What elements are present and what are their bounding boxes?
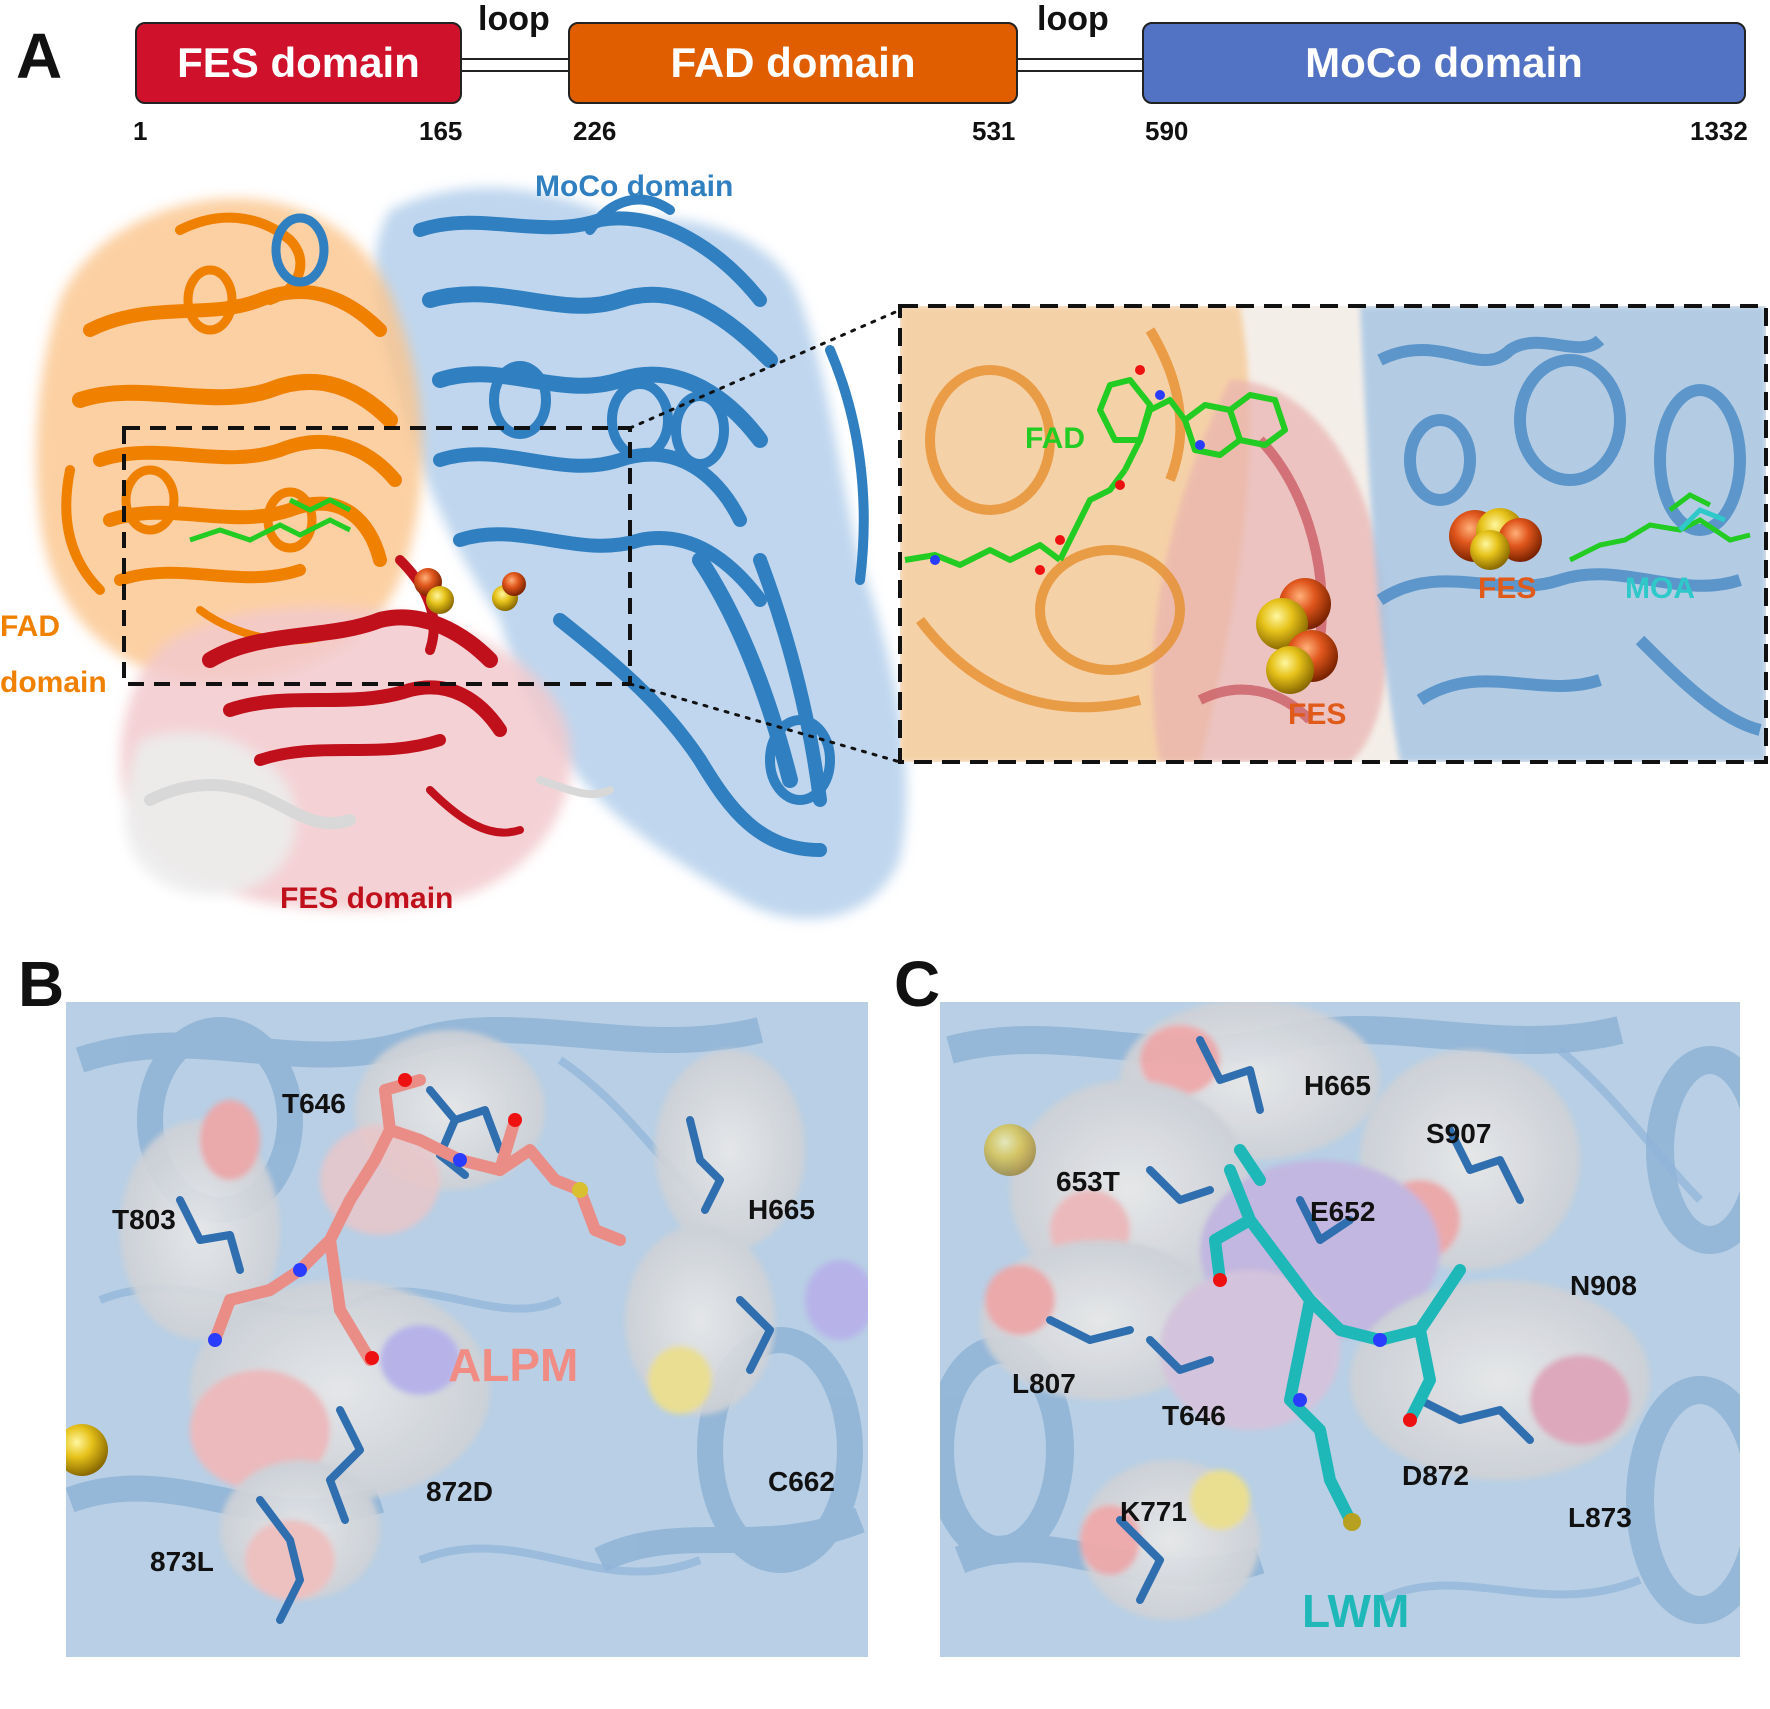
fad-domain-box-label: FAD domain <box>670 39 916 86</box>
panel-b-residue-873l: 873L <box>150 1546 214 1577</box>
inset-zoom-panel <box>898 304 1768 764</box>
moco-domain-box-label: MoCo domain <box>1305 39 1583 86</box>
moco-domain-ribbons <box>271 194 869 857</box>
panel-c-residue-n908: N908 <box>1570 1270 1637 1301</box>
panel-b-residue-t803: T803 <box>112 1204 176 1235</box>
panel-c-residue-h665: H665 <box>1304 1070 1371 1101</box>
inset-fes-left-label: FES <box>1288 698 1347 731</box>
panel-b-letter: B <box>18 948 65 1020</box>
panel-b-ligand-label: ALPM <box>448 1339 579 1391</box>
fad-ligand-overview <box>189 497 352 543</box>
panel-c-residue-653t: 653T <box>1056 1166 1120 1197</box>
panel-c-residue-d872: D872 <box>1402 1460 1469 1491</box>
panel-c-residue-s907: S907 <box>1426 1118 1492 1149</box>
fes-domain-ribbons <box>202 555 524 837</box>
fes-cluster-inset-left <box>1256 578 1338 694</box>
fad-domain-structure-label-line1: FAD <box>0 610 60 643</box>
panel-b-background <box>66 1002 868 1657</box>
fes-domain-box: FES domain <box>135 22 462 104</box>
inset-fad-label: FAD <box>1025 422 1085 455</box>
zoom-connector-bottom <box>628 682 902 764</box>
protein-surface-fad <box>36 198 423 682</box>
fad-domain-box: FAD domain <box>568 22 1018 104</box>
loop-connector-1 <box>460 58 570 72</box>
panel-c-residue-l873: L873 <box>1568 1502 1632 1533</box>
linker-ribbons <box>144 776 614 830</box>
panel-b-residue-c662: C662 <box>768 1466 835 1497</box>
tick-label-165: 165 <box>419 116 463 146</box>
moco-domain-box: MoCo domain <box>1142 22 1746 104</box>
tick-label-1332: 1332 <box>1690 116 1748 146</box>
loop-connector-2 <box>1015 58 1145 72</box>
fes-cluster-overview <box>414 568 526 614</box>
fad-domain-structure-label-line2: domain <box>0 666 107 699</box>
panel-c-ligand-label: LWM <box>1302 1585 1410 1637</box>
panel-c-residue-l807: L807 <box>1012 1368 1076 1399</box>
panel-c-residue-e652: E652 <box>1310 1196 1376 1227</box>
tick-label-1: 1 <box>133 116 148 146</box>
panel-b-residue-h665: H665 <box>748 1194 815 1225</box>
overview-selection-box <box>122 426 632 686</box>
panel-a-letter: A <box>16 20 63 92</box>
panel-b-residue-t646: T646 <box>282 1088 346 1119</box>
loop-label-1: loop <box>478 0 550 38</box>
fes-domain-box-label: FES domain <box>177 39 420 86</box>
zoom-connector-top <box>628 308 902 430</box>
tick-label-590: 590 <box>1145 116 1189 146</box>
inset-fes-right-label: FES <box>1478 572 1537 605</box>
fes-domain-structure-label: FES domain <box>280 882 454 915</box>
tick-label-531: 531 <box>972 116 1016 146</box>
protein-surface-fes <box>120 606 572 910</box>
moco-domain-structure-label: MoCo domain <box>535 170 734 203</box>
inset-moa-label: MOA <box>1625 572 1695 605</box>
panel-c-residue-t646: T646 <box>1162 1400 1226 1431</box>
loop-label-2: loop <box>1037 0 1109 38</box>
panel-c-background <box>940 1002 1740 1657</box>
fes-cluster-inset-right <box>1449 508 1542 570</box>
panel-b-residue-872d: 872D <box>426 1476 493 1507</box>
tick-label-226: 226 <box>573 116 617 146</box>
panel-c-letter: C <box>894 948 941 1020</box>
panel-c-residue-k771: K771 <box>1120 1496 1187 1527</box>
